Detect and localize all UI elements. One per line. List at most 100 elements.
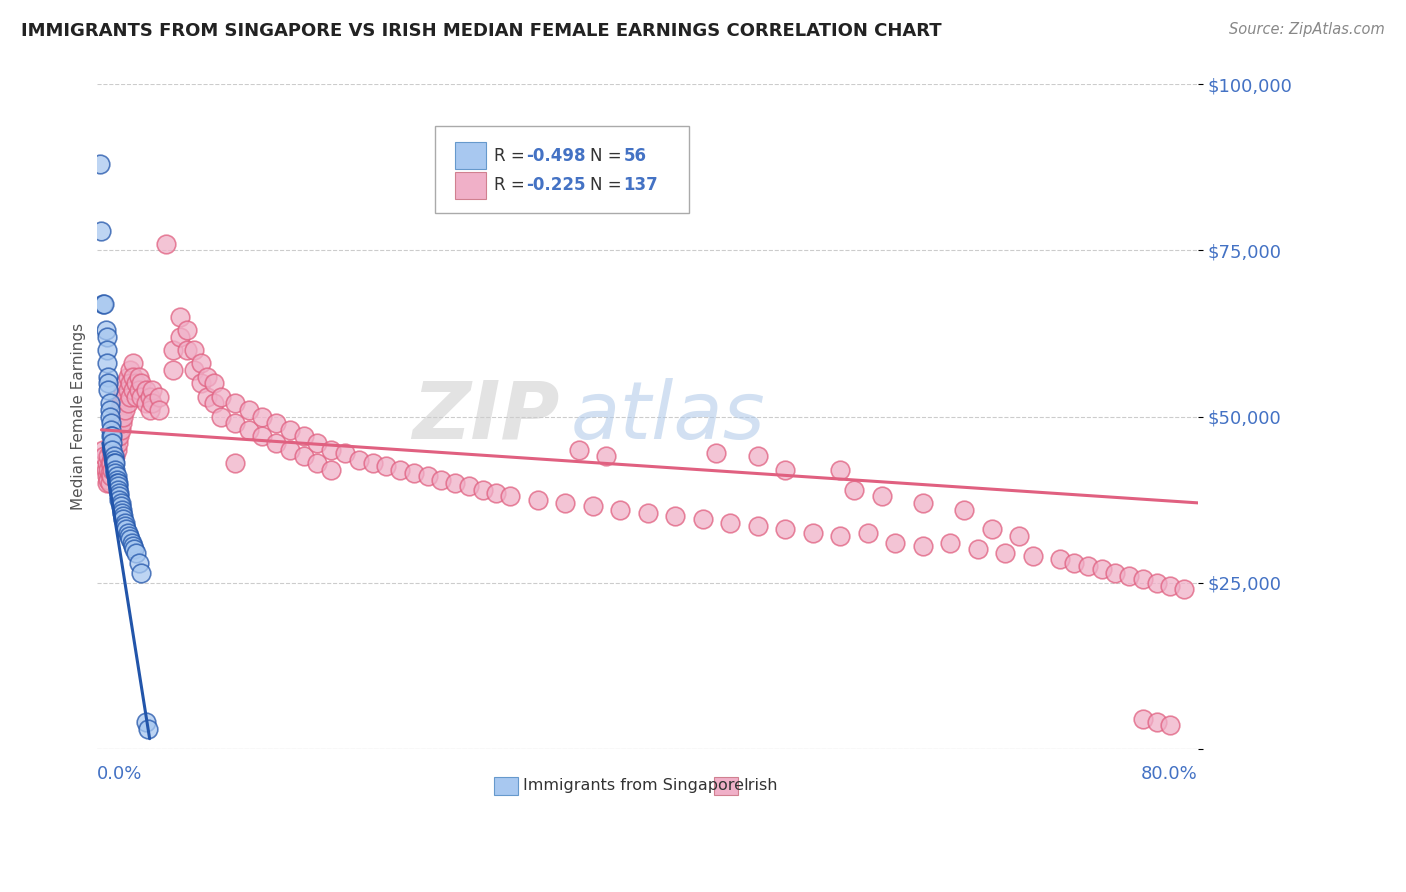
Point: [209, 409, 232, 424]
Point: [402, 466, 425, 480]
Point: [112, 509, 135, 524]
Point: [117, 525, 139, 540]
Point: [111, 506, 134, 520]
Text: 137: 137: [623, 177, 658, 194]
Point: [111, 403, 134, 417]
Point: [747, 519, 769, 533]
Point: [939, 535, 962, 549]
Point: [1091, 562, 1114, 576]
Point: [89, 157, 111, 171]
Point: [128, 369, 150, 384]
Point: [117, 396, 139, 410]
Point: [321, 442, 343, 457]
Point: [98, 396, 121, 410]
Point: [101, 429, 124, 443]
Point: [128, 383, 150, 397]
Point: [96, 456, 118, 470]
Text: 56: 56: [623, 146, 647, 164]
Point: [801, 525, 824, 540]
Point: [111, 416, 134, 430]
FancyBboxPatch shape: [436, 126, 689, 212]
Text: Source: ZipAtlas.com: Source: ZipAtlas.com: [1229, 22, 1385, 37]
Point: [100, 469, 122, 483]
Point: [96, 343, 118, 358]
Point: [1104, 566, 1126, 580]
Point: [202, 396, 225, 410]
Point: [94, 323, 117, 337]
Point: [97, 473, 120, 487]
Point: [105, 469, 128, 483]
Point: [105, 442, 128, 457]
Text: 80.0%: 80.0%: [1142, 765, 1198, 783]
Point: [554, 496, 576, 510]
Point: [124, 542, 146, 557]
Point: [138, 390, 160, 404]
Point: [101, 436, 124, 450]
Point: [104, 423, 127, 437]
Point: [1063, 556, 1085, 570]
Point: [97, 450, 120, 464]
Point: [97, 376, 120, 391]
Point: [884, 535, 907, 549]
Point: [980, 523, 1002, 537]
Point: [108, 489, 131, 503]
Point: [96, 475, 118, 490]
Bar: [456, 172, 486, 199]
Point: [692, 512, 714, 526]
Text: Immigrants from Singapore: Immigrants from Singapore: [523, 779, 744, 793]
Point: [101, 436, 124, 450]
Point: [131, 390, 153, 404]
Text: ZIP: ZIP: [412, 377, 560, 456]
Point: [176, 343, 198, 358]
Point: [112, 409, 135, 424]
Point: [183, 363, 205, 377]
Point: [122, 356, 145, 370]
Point: [238, 403, 260, 417]
Point: [100, 416, 122, 430]
Point: [101, 463, 124, 477]
Point: [389, 463, 412, 477]
Point: [117, 383, 139, 397]
Bar: [714, 777, 738, 795]
Point: [131, 376, 153, 391]
Point: [292, 429, 315, 443]
Point: [110, 423, 132, 437]
Point: [1077, 559, 1099, 574]
Point: [264, 416, 287, 430]
Point: [107, 436, 129, 450]
Point: [98, 456, 121, 470]
Point: [103, 452, 125, 467]
Point: [169, 310, 191, 324]
Point: [830, 463, 852, 477]
Point: [104, 436, 127, 450]
Text: -0.498: -0.498: [527, 146, 586, 164]
Point: [93, 450, 115, 464]
Point: [115, 523, 138, 537]
Point: [190, 376, 212, 391]
Point: [120, 376, 142, 391]
Point: [664, 509, 686, 524]
Point: [637, 506, 659, 520]
Point: [114, 390, 136, 404]
Point: [103, 456, 125, 470]
Point: [105, 416, 128, 430]
Point: [499, 489, 522, 503]
Point: [416, 469, 439, 483]
Point: [138, 403, 160, 417]
Point: [103, 429, 125, 443]
Point: [100, 429, 122, 443]
Point: [120, 363, 142, 377]
Point: [842, 483, 865, 497]
Point: [105, 429, 128, 443]
Point: [155, 236, 177, 251]
Point: [1146, 575, 1168, 590]
Text: N =: N =: [591, 177, 627, 194]
Text: -0.225: -0.225: [527, 177, 586, 194]
Point: [321, 463, 343, 477]
Point: [104, 456, 127, 470]
Point: [107, 483, 129, 497]
Point: [134, 396, 156, 410]
Point: [131, 566, 153, 580]
Point: [96, 469, 118, 483]
Point: [134, 383, 156, 397]
